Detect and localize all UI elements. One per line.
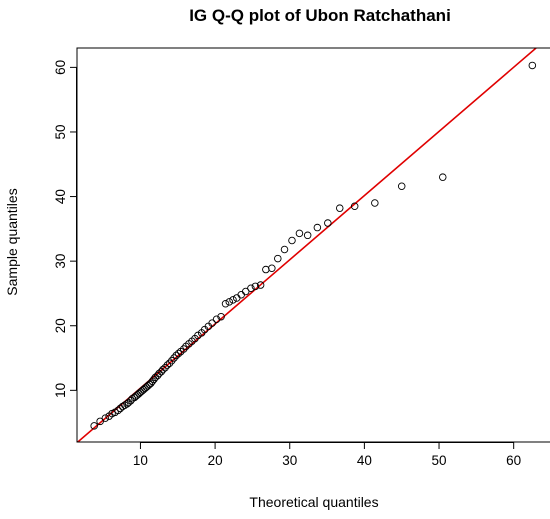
data-point xyxy=(114,406,122,415)
data-point xyxy=(170,354,178,362)
data-point xyxy=(229,296,237,304)
data-point xyxy=(90,422,98,430)
data-point xyxy=(124,398,133,407)
data-point xyxy=(217,312,225,321)
data-point xyxy=(101,414,110,422)
x-axis-label: Theoretical quantiles xyxy=(249,494,378,510)
data-point xyxy=(288,236,296,245)
data-point xyxy=(225,298,234,306)
data-point xyxy=(350,202,359,210)
x-tick-label: 30 xyxy=(282,453,297,468)
data-point xyxy=(165,359,174,367)
data-point xyxy=(168,356,176,365)
data-layer xyxy=(77,48,537,442)
y-tick-label: 60 xyxy=(53,60,68,75)
data-point xyxy=(313,223,322,232)
data-point xyxy=(280,245,289,254)
data-point xyxy=(397,182,406,190)
data-point xyxy=(247,284,255,293)
data-point xyxy=(157,367,166,376)
data-point xyxy=(295,229,304,238)
data-point xyxy=(179,345,188,353)
plot-frame xyxy=(76,47,550,443)
y-tick-label: 40 xyxy=(53,189,68,204)
x-tick-label: 60 xyxy=(506,453,521,468)
x-tick-label: 40 xyxy=(357,453,372,468)
data-point xyxy=(256,281,265,289)
data-point xyxy=(221,300,230,308)
data-point xyxy=(150,375,158,384)
data-point xyxy=(336,204,344,212)
data-point xyxy=(151,373,160,382)
data-point xyxy=(251,282,260,291)
data-point xyxy=(161,363,169,372)
data-point xyxy=(172,351,181,360)
data-point xyxy=(303,231,312,240)
data-point xyxy=(118,402,127,411)
data-point xyxy=(96,417,104,426)
data-point xyxy=(212,315,221,324)
data-point xyxy=(439,173,447,181)
y-tick-label: 50 xyxy=(53,124,68,139)
x-tick-label: 20 xyxy=(208,453,223,468)
chart-title: IG Q-Q plot of Ubon Ratchathani xyxy=(189,6,451,25)
data-point xyxy=(528,61,537,70)
data-point xyxy=(208,319,216,327)
data-point xyxy=(159,365,167,374)
data-point xyxy=(128,394,136,403)
y-tick-label: 20 xyxy=(53,318,68,333)
data-point xyxy=(194,331,202,340)
y-tick-label: 30 xyxy=(53,254,68,269)
data-point xyxy=(268,264,276,273)
data-point xyxy=(121,401,129,409)
data-point xyxy=(174,349,183,358)
y-tick-label: 10 xyxy=(53,383,68,398)
x-tick-label: 10 xyxy=(133,453,148,468)
data-point xyxy=(163,361,172,369)
data-point xyxy=(155,369,163,378)
data-point xyxy=(241,287,250,296)
x-tick-label: 50 xyxy=(432,453,447,468)
data-point xyxy=(324,219,332,227)
y-axis-label: Sample quantiles xyxy=(4,188,20,295)
data-point xyxy=(153,371,162,380)
data-point xyxy=(274,254,282,263)
data-point xyxy=(371,199,379,207)
